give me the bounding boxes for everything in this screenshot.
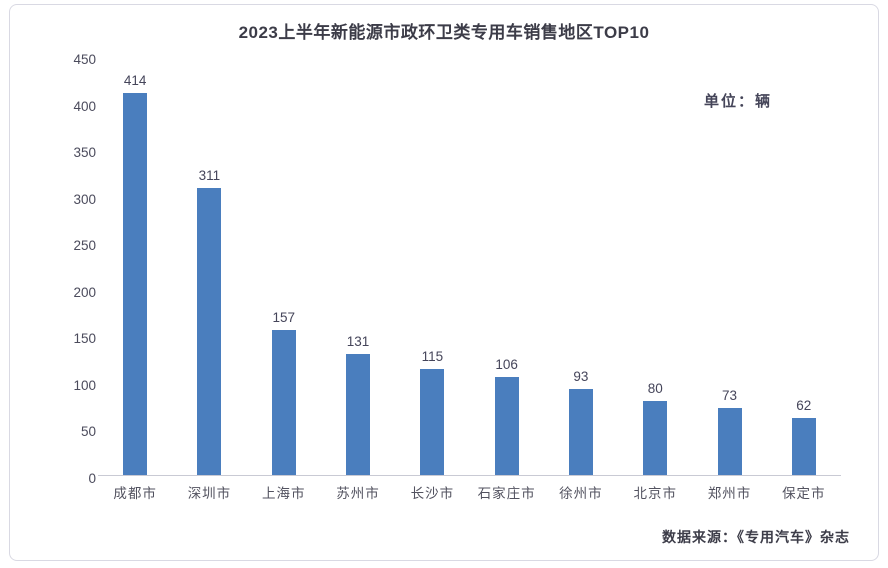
bar-value-label: 93 [573, 369, 589, 385]
bar-column: 62 [767, 60, 841, 475]
bar-column: 93 [544, 60, 618, 475]
category-label: 石家庄市 [477, 486, 536, 501]
bar-value-label: 157 [272, 310, 295, 326]
y-axis-labels: 450 400 350 300 250 200 150 100 50 0 [38, 51, 96, 488]
y-tick-label: 450 [73, 52, 96, 67]
bar-value-label: 62 [796, 397, 812, 413]
bar-value-label: 80 [647, 381, 663, 397]
bar-石家庄市 [494, 377, 519, 475]
y-tick-label: 250 [73, 238, 96, 254]
bar-徐州市 [568, 389, 593, 475]
y-tick-label: 300 [73, 191, 96, 207]
bar-value-label: 73 [722, 387, 738, 403]
bar-value-label: 311 [198, 168, 221, 184]
bar-郑州市 [717, 407, 742, 475]
y-tick-label: 350 [73, 145, 96, 161]
y-tick-label: 400 [73, 98, 96, 114]
category-label: 郑州市 [707, 486, 752, 501]
bar-value-label: 414 [123, 73, 147, 89]
category-label: 成都市 [113, 486, 157, 501]
bar-苏州市 [346, 354, 371, 475]
bar-成都市 [123, 93, 148, 475]
y-tick-label: 100 [73, 377, 96, 393]
category-label: 北京市 [633, 486, 677, 501]
category-label: 上海市 [261, 486, 306, 501]
bar-column: 157 [247, 60, 321, 475]
bar-长沙市 [420, 368, 445, 475]
bar-column: 80 [618, 60, 692, 475]
category-label: 保定市 [782, 486, 826, 501]
bar-上海市 [271, 330, 296, 475]
y-tick-label: 0 [88, 470, 96, 486]
bar-column: 106 [469, 60, 543, 475]
bar-column: 115 [395, 60, 469, 475]
y-tick-label: 200 [73, 284, 96, 300]
y-tick-label: 150 [73, 331, 96, 347]
bar-column: 73 [692, 60, 766, 475]
category-label: 深圳市 [187, 486, 232, 501]
chart-title: 2023上半年新能源市政环卫类专用车销售地区TOP10 [238, 23, 650, 42]
y-tick-label: 50 [80, 424, 96, 440]
bar-深圳市 [197, 188, 222, 475]
chart-card: 2023上半年新能源市政环卫类专用车销售地区TOP10 单位：辆 450 400 3… [9, 4, 879, 561]
bar-北京市 [643, 401, 668, 475]
data-source-label: 数据来源：《专用汽车》杂志 [662, 529, 850, 545]
category-axis: 成都市 深圳市 上海市 苏州市 长沙市 石家庄市 徐州市 北京市 郑州市 保定市 [98, 482, 841, 502]
bar-value-label: 106 [495, 357, 518, 373]
bar-保定市 [791, 417, 816, 475]
bar-column: 131 [321, 60, 395, 475]
category-label: 长沙市 [410, 486, 455, 501]
plot-area: 414 311 157 131 115 106 93 80 73 62 [98, 60, 841, 476]
bar-column: 414 [98, 60, 172, 475]
bar-value-label: 115 [421, 348, 444, 364]
category-label: 徐州市 [559, 486, 603, 501]
unit-label: 单位：辆 [704, 93, 773, 110]
bar-value-label: 131 [346, 334, 370, 350]
bar-column: 311 [172, 60, 246, 475]
category-label: 苏州市 [336, 486, 380, 501]
